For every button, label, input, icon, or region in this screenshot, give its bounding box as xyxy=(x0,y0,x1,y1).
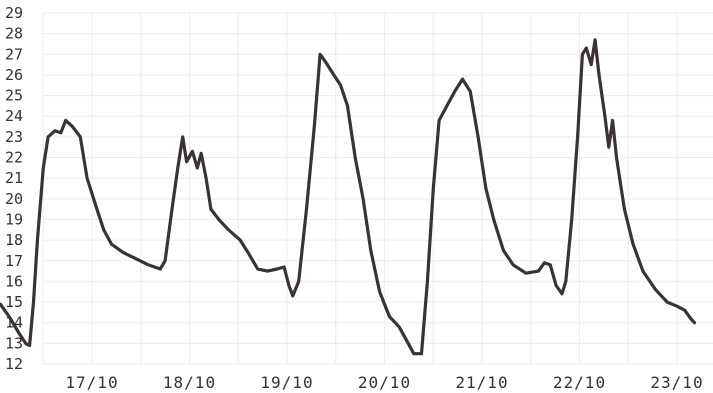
x-tick-label: 22/10 xyxy=(553,373,606,392)
y-tick-label: 21 xyxy=(5,169,23,187)
y-tick-label: 22 xyxy=(5,149,23,167)
series-line xyxy=(0,38,697,356)
x-tick-label: 17/10 xyxy=(65,373,118,392)
y-tick-label: 19 xyxy=(5,210,23,228)
y-tick-label: 18 xyxy=(5,231,23,249)
y-tick-label: 16 xyxy=(5,272,23,290)
x-tick-label: 20/10 xyxy=(358,373,411,392)
y-tick-label: 27 xyxy=(5,45,23,63)
y-tick-label: 20 xyxy=(5,190,23,208)
x-tick-label: 21/10 xyxy=(455,373,508,392)
y-tick-label: 26 xyxy=(5,66,23,84)
y-tick-label: 24 xyxy=(5,107,23,125)
x-tick-label: 19/10 xyxy=(260,373,313,392)
x-axis-tick-labels: 17/10 18/10 19/10 20/10 21/10 22/10 23/10 xyxy=(65,373,703,392)
x-tick-label: 23/10 xyxy=(650,373,703,392)
grid xyxy=(42,12,713,365)
y-tick-label: 29 xyxy=(5,4,23,22)
y-tick-label: 25 xyxy=(5,87,23,105)
x-tick-label: 18/10 xyxy=(163,373,216,392)
y-tick-label: 28 xyxy=(5,25,23,43)
y-tick-label: 13 xyxy=(5,334,23,352)
y-tick-label: 15 xyxy=(5,293,23,311)
y-tick-label: 17 xyxy=(5,252,23,270)
series-group xyxy=(0,38,697,356)
y-tick-label: 12 xyxy=(5,355,23,373)
y-tick-label: 23 xyxy=(5,128,23,146)
